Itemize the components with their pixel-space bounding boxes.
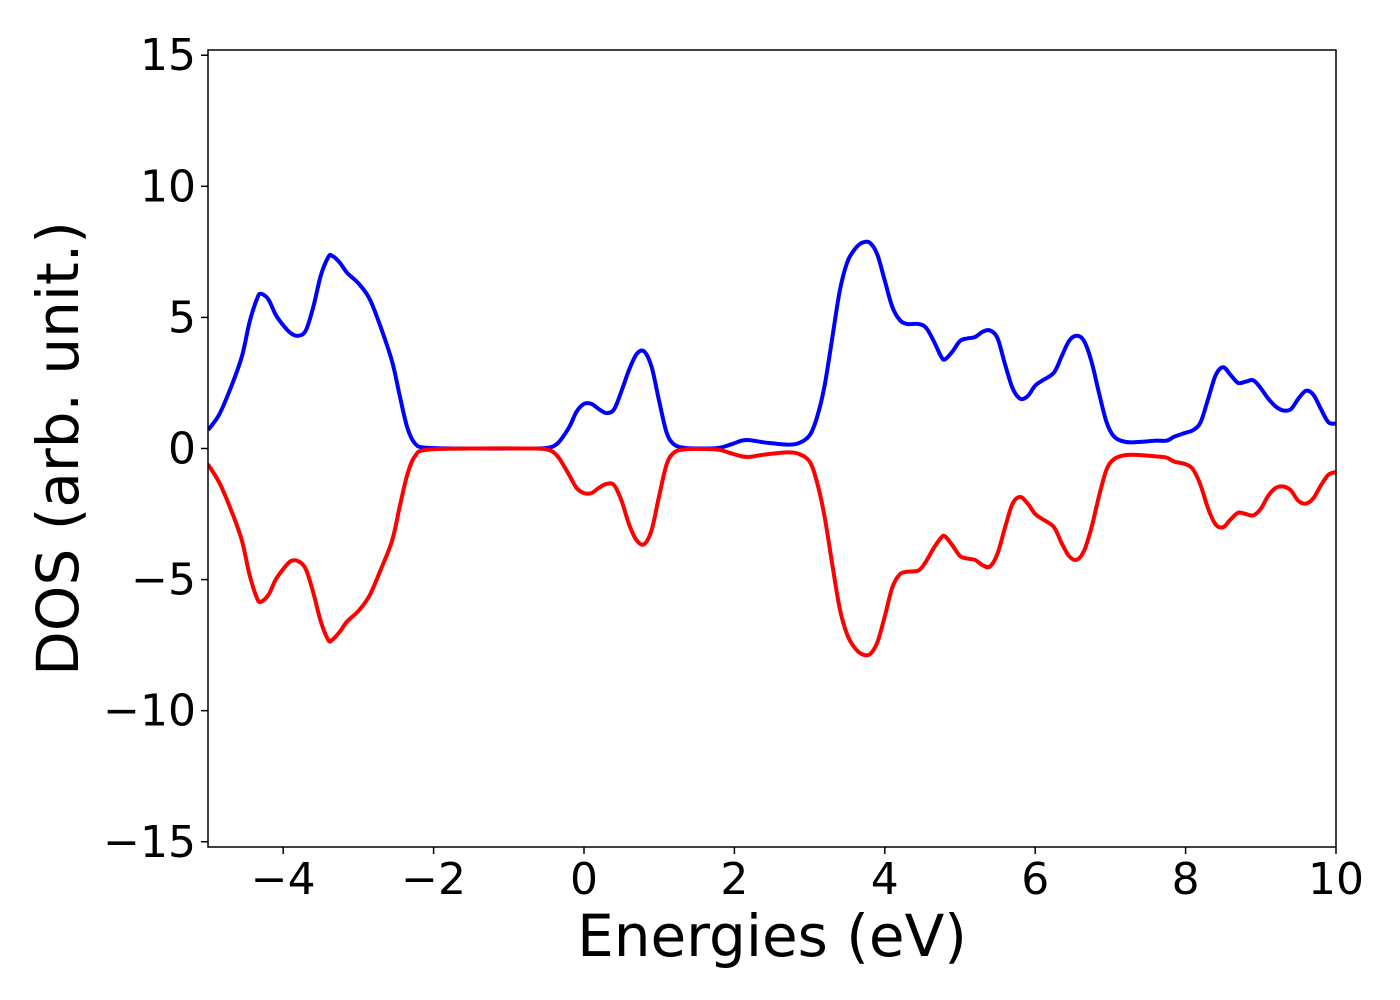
y-tick-label: −10 xyxy=(103,686,196,737)
x-axis-label: Energies (eV) xyxy=(577,902,967,970)
x-tick-label: 8 xyxy=(1172,854,1200,905)
x-tick-label: 10 xyxy=(1308,854,1364,905)
y-tick-label: 15 xyxy=(140,30,196,81)
x-tick-label: 0 xyxy=(570,854,598,905)
y-axis-ticks: 15 10 5 0 −5 −10 −15 xyxy=(103,30,208,868)
y-tick-label: 10 xyxy=(140,161,196,212)
x-tick-label: −2 xyxy=(401,854,466,905)
y-tick-label: 0 xyxy=(168,424,196,475)
series-line-negative xyxy=(208,446,1336,658)
series-line-positive xyxy=(208,239,1336,451)
y-tick-label: −15 xyxy=(103,817,196,868)
x-tick-label: −4 xyxy=(251,854,316,905)
plot-frame xyxy=(207,49,1337,848)
x-axis-ticks: −4 −2 0 2 4 6 8 10 xyxy=(251,847,1364,905)
x-tick-label: 6 xyxy=(1021,854,1049,905)
series-layer xyxy=(208,239,1336,658)
y-tick-label: 5 xyxy=(168,292,196,343)
y-axis-label: DOS (arb. unit.) xyxy=(24,221,92,676)
y-tick-label: −5 xyxy=(131,555,196,606)
x-tick-label: 4 xyxy=(871,854,899,905)
x-tick-label: 2 xyxy=(720,854,748,905)
